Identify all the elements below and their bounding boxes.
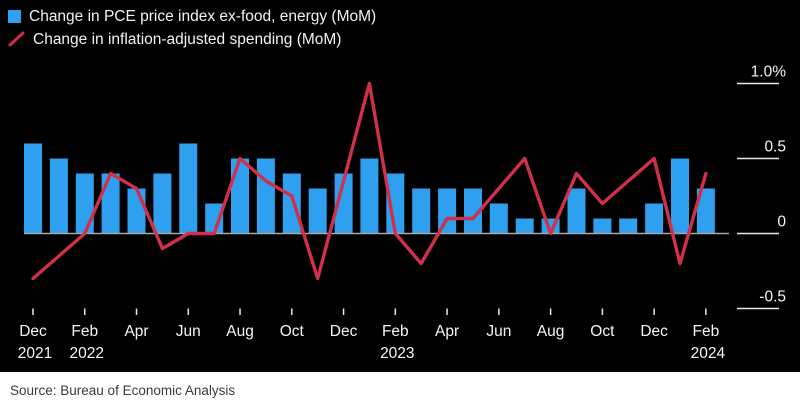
x-tick-label-apr-2022: Apr [124, 323, 148, 340]
x-tick-year-2021: 2021 [18, 345, 52, 362]
x-tick-label-dec-2023: Dec [640, 323, 668, 340]
bar-jul-2023 [515, 218, 534, 234]
x-tick-label-feb-2022: Feb [71, 323, 98, 340]
bar-nov-2022 [308, 188, 327, 234]
spending-line [31, 81, 708, 281]
bar-mar-2022 [101, 173, 120, 234]
y-tick-label-0-5: 0.5 [764, 139, 786, 156]
bar-dec-2021 [24, 143, 42, 234]
x-tick-label-dec-2022: Dec [330, 323, 358, 340]
bar-jun-2022 [179, 143, 198, 234]
x-tick-label-aug-2023: Aug [537, 323, 565, 340]
bar-apr-2022 [127, 188, 146, 234]
x-tick-year-2022: 2022 [70, 345, 104, 362]
legend-item-core-pce: Change in PCE price index ex-food, energ… [8, 5, 376, 28]
bar-may-2022 [153, 173, 172, 234]
source-text: Source: Bureau of Economic Analysis [10, 383, 236, 398]
line-marker-stroke [8, 31, 25, 47]
x-tick-label-feb-2024: Feb [693, 323, 720, 340]
bar-sep-2022 [256, 158, 275, 234]
bar-oct-2022 [282, 173, 301, 234]
bar-feb-2022 [75, 173, 94, 234]
x-tick-label-oct-2023: Oct [590, 323, 615, 340]
y-tick-label--0-5: -0.5 [759, 289, 786, 306]
bar-sep-2023 [567, 188, 586, 234]
line-series-marker-icon [8, 31, 25, 47]
bar-jun-2023 [489, 203, 508, 234]
bar-aug-2022 [231, 158, 249, 234]
bar-may-2023 [464, 188, 482, 234]
x-tick-label-dec-2021: Dec [19, 323, 47, 340]
y-tick-label-1-0-: 1.0% [751, 64, 787, 81]
y-tick-label-0: 0 [777, 214, 786, 231]
bar-jan-2024 [671, 158, 689, 234]
bar-jan-2022 [49, 158, 68, 234]
legend: Change in PCE price index ex-food, energ… [8, 5, 376, 51]
plot-area: 1.0% 0.5 0 -0.5 Dec 2021 Feb 2022 Apr Jun Aug Oct De… [18, 64, 787, 363]
bar-apr-2023 [438, 188, 457, 234]
bar-feb-2023 [386, 173, 405, 234]
x-tick-label-aug-2022: Aug [226, 323, 254, 340]
x-tick-label-jun-2022: Jun [176, 323, 201, 340]
bar-oct-2023 [593, 218, 612, 234]
legend-label-core-pce: Change in PCE price index ex-food, energ… [29, 7, 377, 25]
bar-jan-2023 [360, 158, 379, 234]
bar-nov-2023 [619, 218, 638, 234]
x-tick-label-jun-2023: Jun [486, 323, 511, 340]
bar-series-swatch-icon [8, 10, 21, 23]
bar-dec-2023 [645, 203, 664, 234]
x-tick-label-apr-2023: Apr [435, 323, 459, 340]
x-tick-year-2023: 2023 [380, 345, 414, 362]
source-bar: Source: Bureau of Economic Analysis [0, 372, 800, 409]
bar-mar-2023 [412, 188, 431, 234]
legend-item-spending: Change in inflation-adjusted spending (M… [8, 28, 376, 51]
bar-feb-2024 [696, 188, 715, 234]
chart-panel: 1.0% 0.5 0 -0.5 Dec 2021 Feb 2022 Apr Jun Aug Oct De… [0, 0, 800, 372]
bar-jul-2022 [205, 203, 224, 234]
legend-label-spending: Change in inflation-adjusted spending (M… [33, 30, 342, 48]
bar-dec-2022 [334, 173, 353, 234]
x-tick-label-oct-2022: Oct [280, 323, 305, 340]
x-tick-year-2024: 2024 [691, 345, 726, 362]
x-tick-label-feb-2023: Feb [382, 323, 409, 340]
